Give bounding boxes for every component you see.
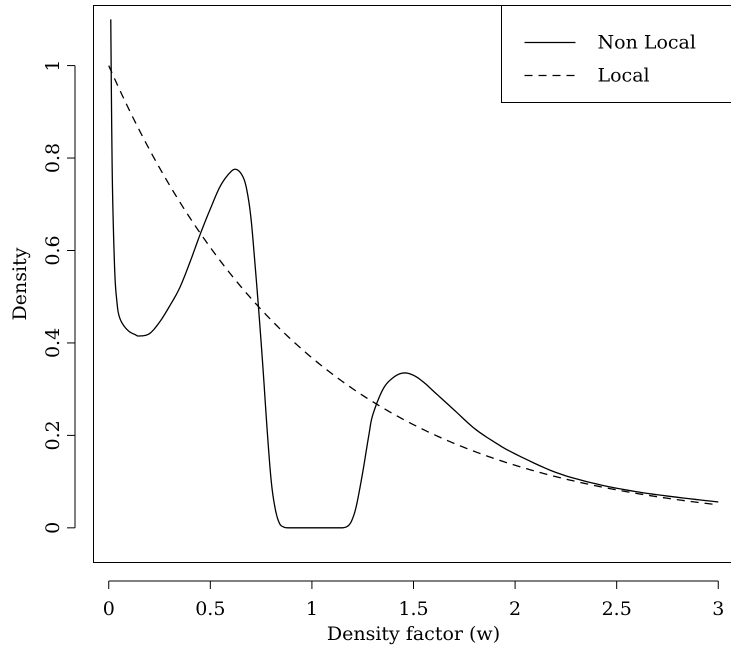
x-tick-label: 2.5 bbox=[602, 598, 632, 620]
legend-label: Local bbox=[598, 65, 650, 87]
x-tick-label: 0 bbox=[103, 598, 115, 620]
legend-label: Non Local bbox=[598, 32, 696, 54]
y-tick-label: 1 bbox=[42, 60, 64, 72]
plot-frame bbox=[93, 5, 731, 563]
y-tick-label: 0.2 bbox=[42, 420, 64, 450]
x-tick-label: 0.5 bbox=[195, 598, 225, 620]
y-tick-label: 0.6 bbox=[42, 235, 64, 265]
series-line-local bbox=[108, 65, 719, 506]
y-tick-label: 0.4 bbox=[42, 328, 64, 358]
x-axis-title: Density factor (w) bbox=[327, 623, 500, 645]
y-axis-title: Density bbox=[9, 247, 31, 320]
x-tick-label: 1 bbox=[306, 598, 318, 620]
legend-box bbox=[501, 5, 731, 103]
y-tick-label: 0 bbox=[42, 522, 64, 534]
series-line-non-local bbox=[110, 19, 719, 529]
y-tick-label: 0.8 bbox=[42, 143, 64, 173]
x-tick-label: 3 bbox=[712, 598, 724, 620]
x-tick-label: 1.5 bbox=[398, 598, 428, 620]
x-tick-label: 2 bbox=[509, 598, 521, 620]
